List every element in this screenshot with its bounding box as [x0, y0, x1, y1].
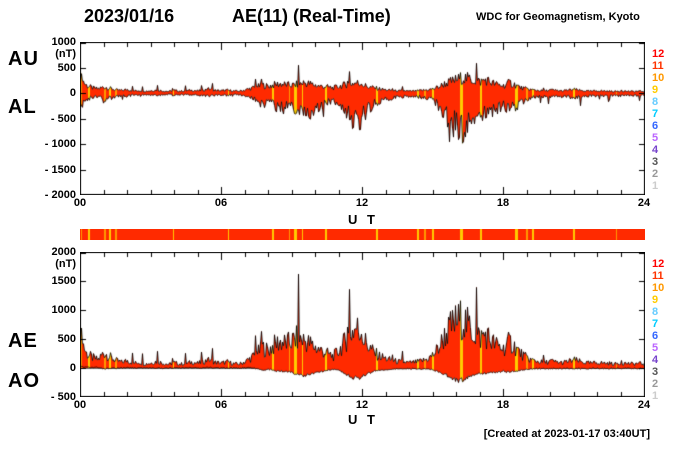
y-tick-label: 500	[57, 61, 76, 74]
station-count-legend-item: 12	[652, 48, 665, 60]
y-tick-label: 0	[69, 87, 76, 99]
x-tick-label: 24	[637, 197, 651, 209]
created-timestamp: [Created at 2023-01-17 03:40UT]	[483, 428, 650, 440]
x-tick-label: 00	[73, 399, 87, 411]
x-tick-label: 06	[214, 197, 228, 209]
station-count-legend-item: 2	[652, 168, 659, 180]
y-tick-label: - 500	[50, 112, 76, 125]
series-label-au: AU	[8, 48, 39, 70]
station-count-legend-item: 8	[652, 96, 659, 108]
y-axis-unit-label: (nT)	[55, 48, 76, 60]
station-count-legend-item: 11	[652, 60, 664, 72]
plot-title: AE(11) (Real-Time)	[232, 6, 391, 26]
plot-date: 2023/01/16	[84, 6, 175, 26]
station-count-legend-item: 9	[652, 84, 659, 96]
station-count-legend-item: 10	[652, 72, 665, 84]
station-count-legend-item: 3	[652, 156, 659, 168]
station-count-legend-item: 8	[652, 306, 659, 318]
y-tick-label: - 1000	[44, 138, 76, 150]
x-tick-label: 18	[496, 197, 510, 209]
station-count-legend-item: 3	[652, 366, 659, 378]
y-tick-label: 1500	[51, 275, 76, 287]
station-count-legend-item: 2	[652, 378, 659, 390]
series-label-al: AL	[8, 96, 37, 118]
series-label-ae: AE	[8, 330, 38, 352]
station-count-strip-canvas	[80, 229, 645, 240]
station-count-legend-item: 1	[652, 390, 659, 402]
station-count-legend-item: 7	[652, 108, 659, 120]
y-tick-label: 0	[69, 362, 76, 374]
x-tick-label: 06	[214, 399, 228, 411]
x-tick-label: 12	[355, 197, 369, 209]
data-source-label: WDC for Geomagnetism, Kyoto	[476, 11, 640, 23]
y-tick-label: - 2000	[44, 189, 76, 201]
ae-ao-plot-canvas	[80, 252, 645, 397]
y-axis-unit-label: (nT)	[55, 258, 76, 270]
y-tick-label: - 1500	[44, 163, 76, 176]
x-tick-label: 24	[637, 399, 651, 411]
station-count-legend-item: 9	[652, 294, 659, 306]
station-count-legend-item: 6	[652, 330, 659, 342]
au-al-plot-canvas	[80, 42, 645, 195]
series-label-ao: AO	[8, 370, 40, 392]
station-count-legend-item: 4	[652, 354, 659, 366]
y-tick-label: 2000	[51, 246, 76, 258]
station-count-legend-item: 5	[652, 132, 659, 144]
y-tick-label: 1000	[51, 36, 76, 48]
station-count-legend-item: 4	[652, 144, 659, 156]
y-tick-label: 500	[57, 333, 76, 345]
station-count-legend-item: 1	[652, 180, 659, 192]
station-count-legend-item: 12	[652, 258, 665, 270]
y-tick-label: 1000	[51, 304, 76, 316]
x-tick-label: 12	[355, 399, 369, 411]
x-tick-label: 18	[496, 399, 510, 411]
x-axis-title-bottom: U T	[348, 412, 378, 427]
x-axis-title-top: U T	[348, 212, 378, 227]
station-count-legend-item: 10	[652, 282, 665, 294]
y-tick-label: - 500	[50, 391, 76, 403]
station-count-legend-item: 7	[652, 318, 659, 330]
station-count-legend-item: 11	[652, 270, 664, 282]
station-count-legend-item: 6	[652, 120, 659, 132]
x-tick-label: 00	[73, 197, 87, 209]
station-count-legend-item: 5	[652, 342, 659, 354]
